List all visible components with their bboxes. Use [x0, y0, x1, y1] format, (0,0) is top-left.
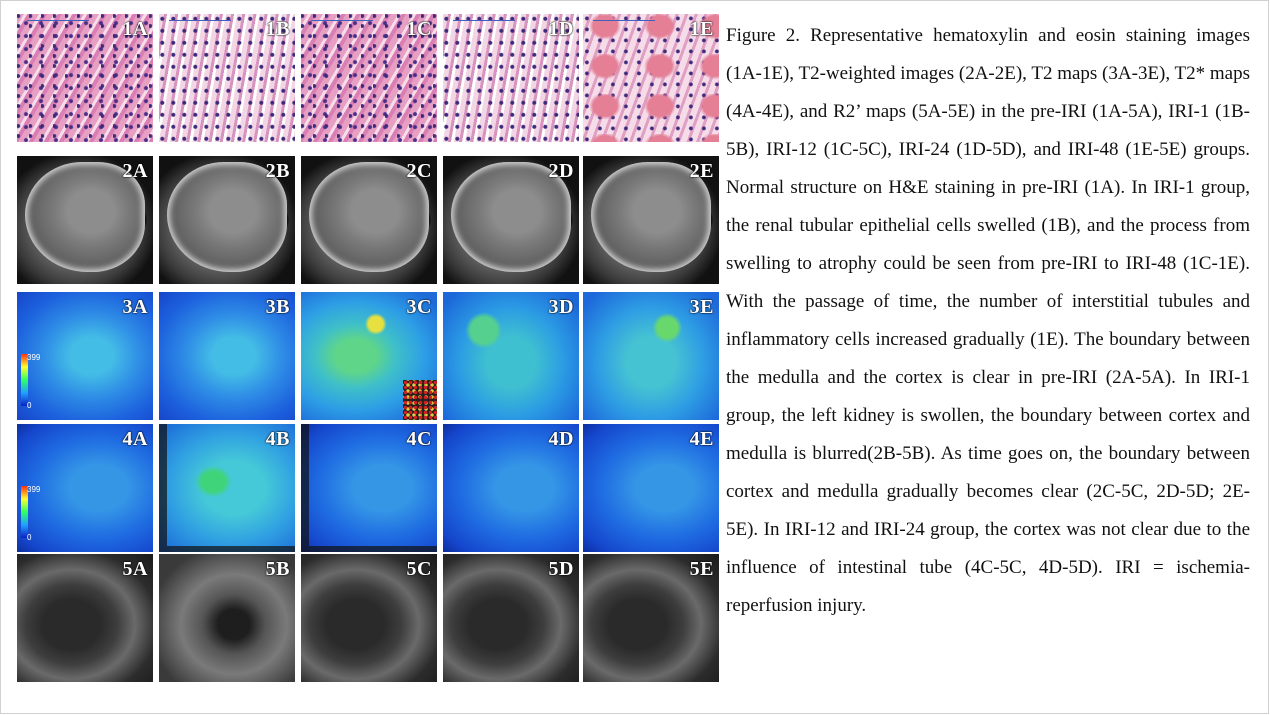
panel-label: 5E	[689, 558, 714, 580]
kidney-image	[451, 162, 571, 272]
scale-bar	[27, 20, 89, 21]
panel-4a: 399 0 4A	[17, 424, 153, 552]
panel-label: 2B	[265, 160, 290, 182]
panel-label: 1D	[548, 18, 574, 40]
panel-2c: 2C	[301, 156, 437, 284]
image-edge	[301, 424, 437, 552]
panel-label: 5B	[265, 558, 290, 580]
panel-label: 5D	[548, 558, 574, 580]
panel-5c: 5C	[301, 554, 437, 682]
panel-label: 3E	[689, 296, 714, 318]
panel-label: 4C	[406, 428, 432, 450]
kidney-image	[309, 162, 429, 272]
panel-label: 4E	[689, 428, 714, 450]
panel-label: 2C	[406, 160, 432, 182]
panel-label: 3A	[122, 296, 148, 318]
panel-1e: 1E	[583, 14, 719, 142]
panel-label: 5C	[406, 558, 432, 580]
he-staining-row: 1A 1B 1C 1D 1E	[17, 14, 719, 142]
panel-label: 3B	[265, 296, 290, 318]
panel-4b: 4B	[159, 424, 295, 552]
panel-1d: 1D	[443, 14, 579, 142]
panel-label: 1E	[689, 18, 714, 40]
scale-bar	[311, 20, 373, 21]
panel-3c: 3C	[301, 292, 437, 420]
panel-3a: 399 0 3A	[17, 292, 153, 420]
panel-2e: 2E	[583, 156, 719, 284]
color-scale-max: 399	[27, 353, 41, 362]
panel-label: 4D	[548, 428, 574, 450]
panel-2b: 2B	[159, 156, 295, 284]
panel-label: 4B	[265, 428, 290, 450]
color-scale-bar	[21, 486, 28, 538]
panel-5e: 5E	[583, 554, 719, 682]
scale-bar	[593, 20, 655, 21]
panel-label: 1A	[122, 18, 148, 40]
color-scale-max: 399	[27, 485, 41, 494]
panel-label: 2A	[122, 160, 148, 182]
figure-grid: 1A 1B 1C 1D 1E 2A 2B 2C 2D 2E 399 0 3A 3…	[17, 14, 719, 686]
panel-4e: 4E	[583, 424, 719, 552]
panel-label: 1B	[265, 18, 290, 40]
panel-4d: 4D	[443, 424, 579, 552]
panel-5d: 5D	[443, 554, 579, 682]
scale-bar	[169, 20, 231, 21]
panel-1a: 1A	[17, 14, 153, 142]
panel-3e: 3E	[583, 292, 719, 420]
panel-2a: 2A	[17, 156, 153, 284]
t2star-map-row: 399 0 4A 4B 4C 4D 4E	[17, 424, 719, 552]
color-scale-bar	[21, 354, 28, 406]
panel-label: 3C	[406, 296, 432, 318]
r2prime-map-row: 5A 5B 5C 5D 5E	[17, 554, 719, 682]
kidney-image	[591, 162, 711, 272]
panel-3b: 3B	[159, 292, 295, 420]
panel-label: 1C	[406, 18, 432, 40]
t2-map-row: 399 0 3A 3B 3C 3D 3E	[17, 292, 719, 420]
panel-4c: 4C	[301, 424, 437, 552]
panel-5b: 5B	[159, 554, 295, 682]
kidney-image	[167, 162, 287, 272]
panel-5a: 5A	[17, 554, 153, 682]
panel-2d: 2D	[443, 156, 579, 284]
panel-label: 5A	[122, 558, 148, 580]
panel-1c: 1C	[301, 14, 437, 142]
image-edge	[159, 424, 295, 552]
t2-weighted-row: 2A 2B 2C 2D 2E	[17, 156, 719, 284]
panel-1b: 1B	[159, 14, 295, 142]
kidney-image	[25, 162, 145, 272]
panel-label: 3D	[548, 296, 574, 318]
panel-label: 2E	[689, 160, 714, 182]
color-scale-min: 0	[27, 401, 32, 410]
figure-caption: Figure 2. Representative hematoxylin and…	[726, 25, 1250, 616]
panel-label: 4A	[122, 428, 148, 450]
color-scale-min: 0	[27, 533, 32, 542]
panel-3d: 3D	[443, 292, 579, 420]
scale-bar	[453, 20, 515, 21]
artifact-region	[403, 380, 437, 420]
panel-label: 2D	[548, 160, 574, 182]
